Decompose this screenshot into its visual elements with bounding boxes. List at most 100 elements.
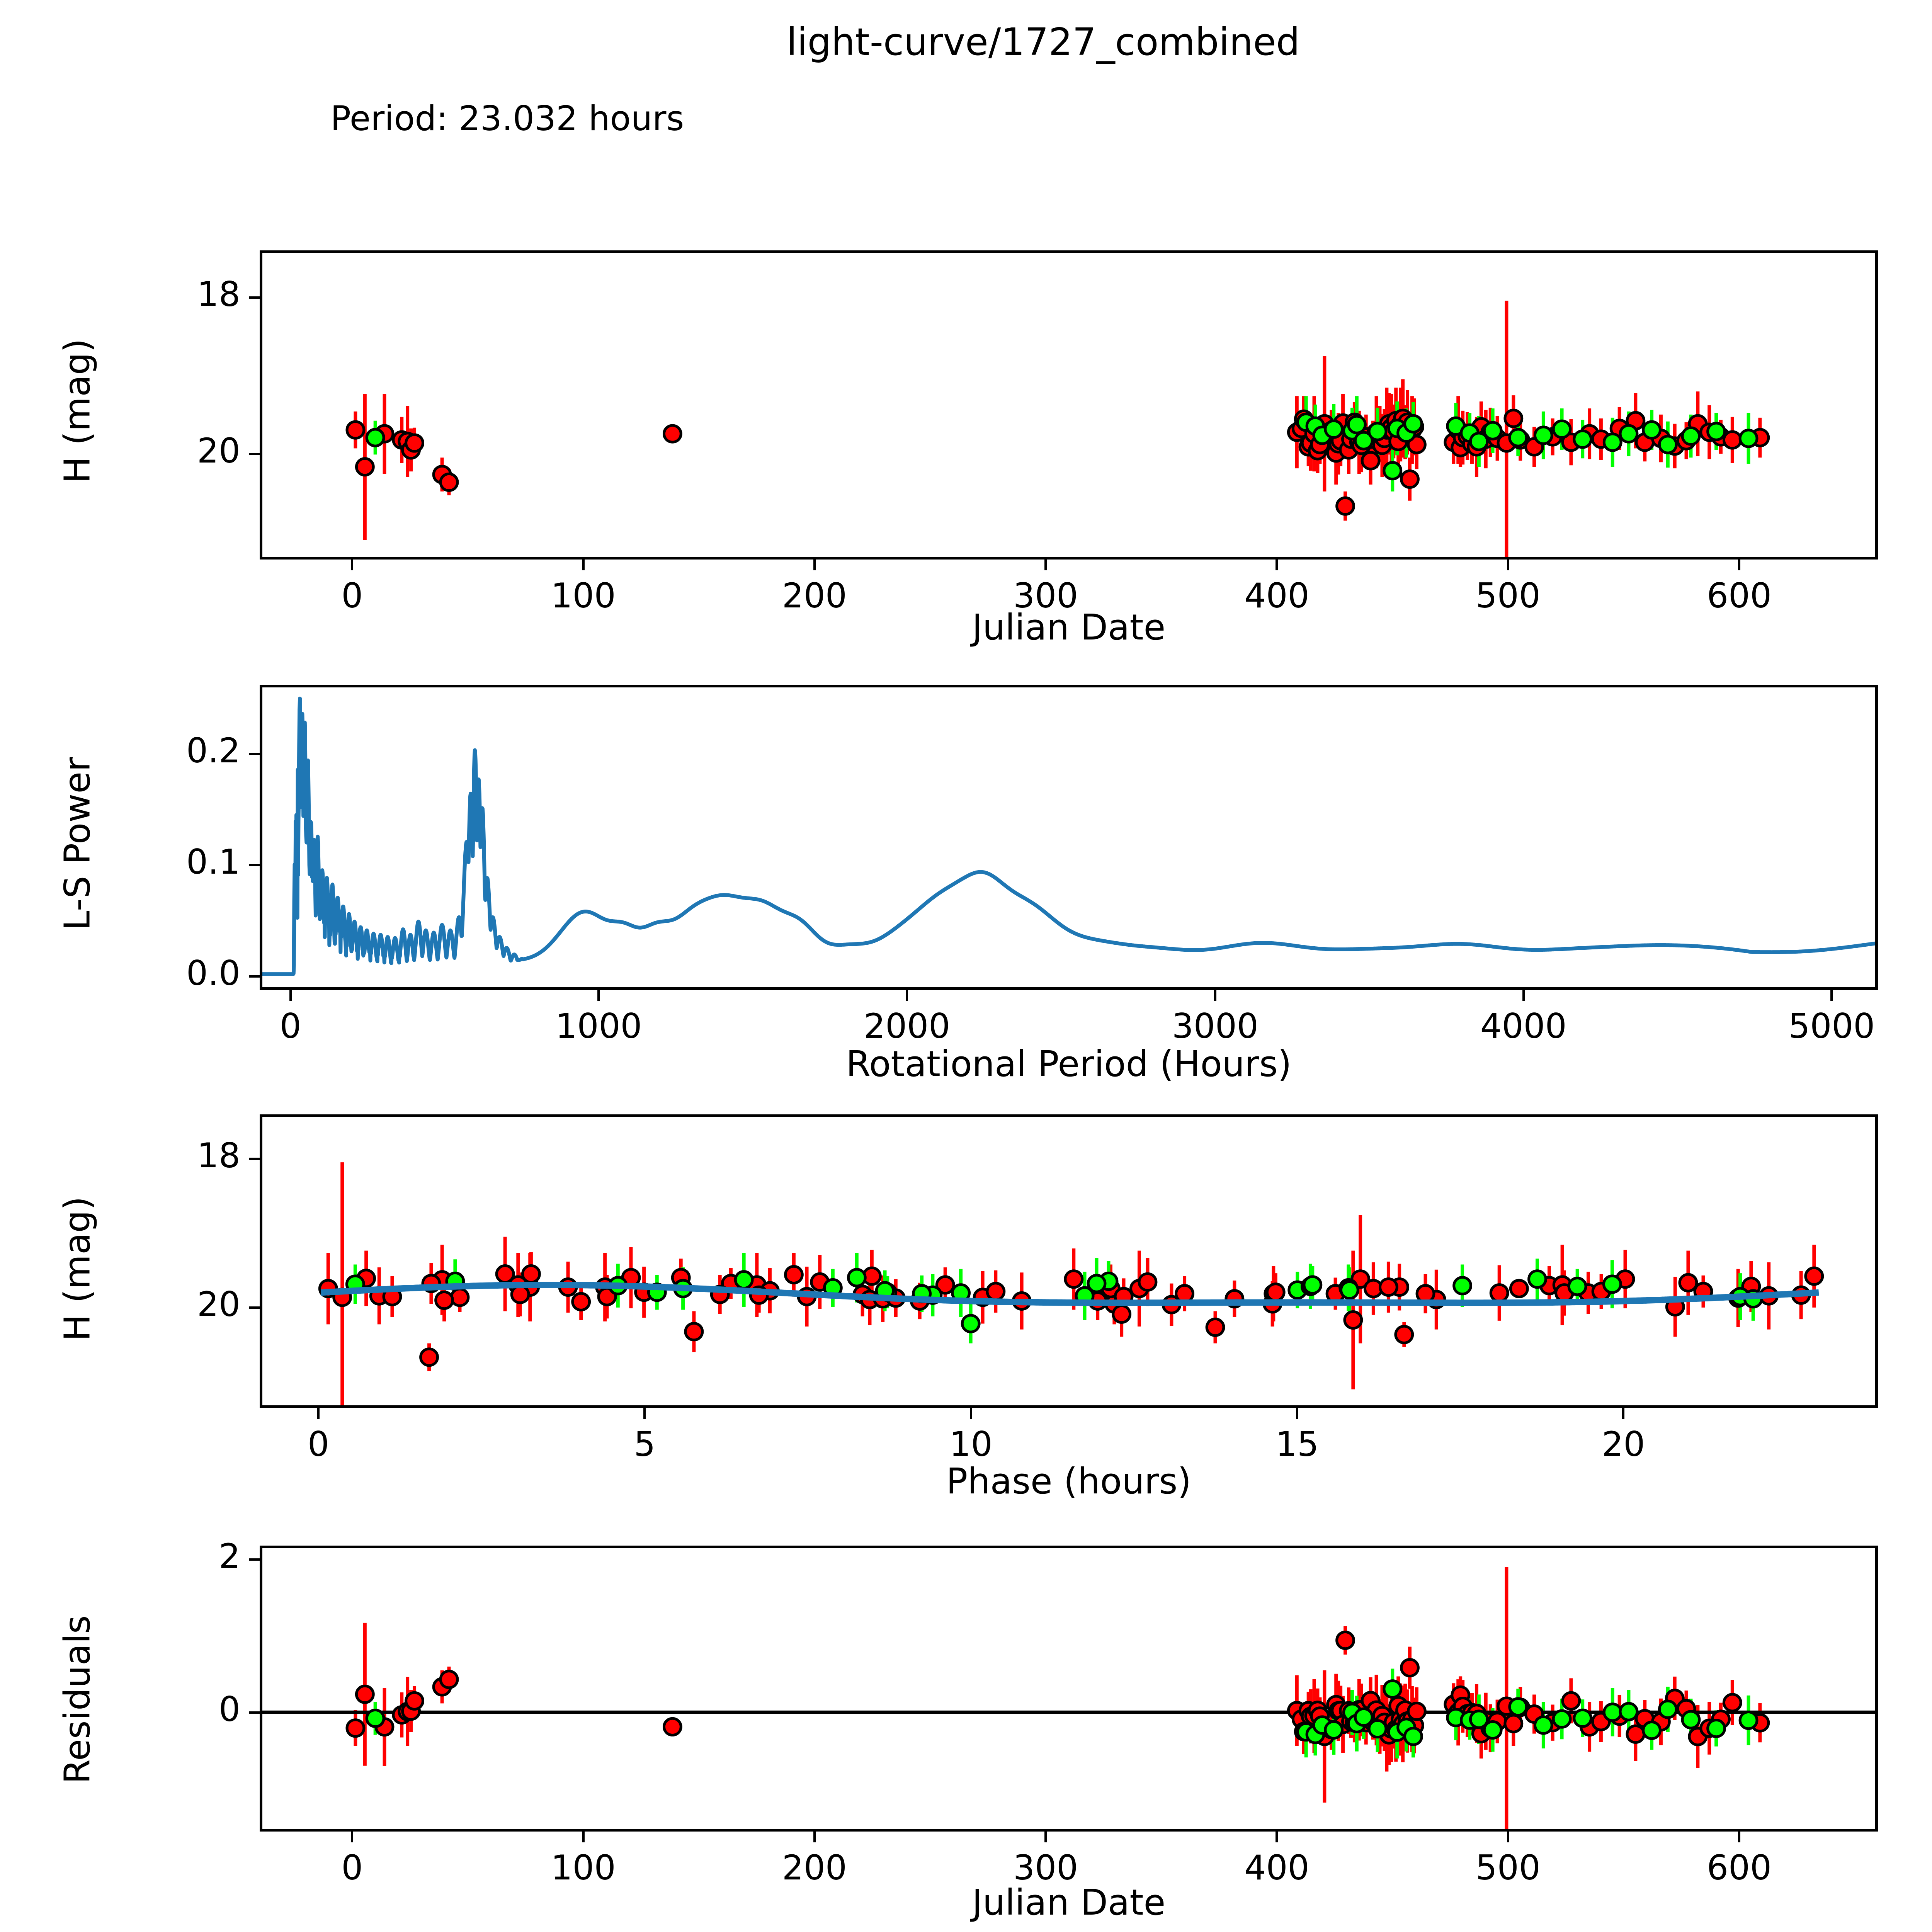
panel1-xtick-mark [1738,560,1741,570]
data-point [1602,1702,1622,1722]
panel2-xtick-mark [1214,990,1216,1001]
data-point [1138,1272,1158,1292]
panel1-xtick-mark [351,560,354,570]
panel4-xtick-mark [813,1832,816,1842]
panel4-data-layer [262,1567,1875,1829]
data-point [1354,1707,1374,1727]
data-point [1064,1269,1084,1289]
panel4-ytick-mark [249,1711,260,1714]
data-point [1508,1697,1528,1717]
data-point [571,1292,591,1311]
data-point [1567,1277,1587,1296]
panel2-ytick-mark [249,864,260,867]
data-point [1626,1724,1646,1744]
panel2-ytick-label: 0.0 [186,953,240,993]
data-point [1678,1273,1698,1293]
data-point [1361,451,1381,471]
panel1-xtick-label: 0 [341,576,363,616]
panel3-ytick-label: 20 [197,1284,240,1325]
panel1-ytick-label: 18 [197,274,240,314]
data-point [1383,1679,1403,1699]
panel1-ytick-mark [249,296,260,299]
data-point [1403,1726,1423,1746]
data-point [419,1347,439,1367]
data-point [1804,1266,1824,1286]
figure-subtitle: Period: 23.032 hours [330,99,684,138]
panel-phase-folded [260,1114,1878,1408]
data-point [439,1670,459,1689]
panel4-ytick-mark [249,1558,260,1561]
data-point [1400,469,1420,489]
panel2-xtick-mark [289,990,292,1001]
data-point [784,1265,804,1284]
panel3-ytick-label: 18 [197,1136,240,1176]
panel2-xtick-label: 5000 [1788,1006,1875,1046]
data-point [1706,422,1726,441]
panel1-xtick-mark [1276,560,1278,570]
data-point [1533,1715,1553,1735]
data-point [405,1691,424,1711]
data-point [1469,1709,1489,1729]
panel1-xtick-label: 400 [1244,576,1310,616]
panel2-xtick-label: 1000 [555,1006,642,1046]
data-point [355,1684,375,1704]
data-point [1400,1658,1420,1678]
data-point [1642,1721,1662,1740]
panel4-xtick-label: 100 [551,1848,616,1888]
data-point [365,428,385,447]
panel2-xtick-label: 2000 [864,1006,951,1046]
data-point [1573,429,1593,449]
panel3-ytick-mark [249,1158,260,1160]
panel1-x-axis-label: Julian Date [972,607,1166,648]
panel1-xtick-label: 200 [782,576,847,616]
panel-light-curve [260,250,1878,560]
panel2-xtick-label: 3000 [1172,1006,1259,1046]
panel3-xtick-mark [643,1408,646,1419]
panel2-xtick-mark [1522,990,1525,1001]
panel4-xtick-label: 300 [1013,1848,1078,1888]
data-point [1347,415,1367,434]
panel1-xtick-mark [1044,560,1047,570]
data-point [1503,1714,1524,1733]
panel3-y-axis-label: H (mag) [56,1196,98,1341]
panel2-x-axis-label: Rotational Period (Hours) [846,1043,1292,1085]
data-point [1394,1325,1414,1344]
panel2-xtick-mark [1830,990,1833,1001]
figure-title: light-curve/1727_combined [786,20,1300,64]
panel-residuals [260,1546,1878,1832]
data-point [1722,430,1742,450]
data-point [1658,1699,1678,1719]
panel3-xtick-label: 15 [1276,1424,1319,1464]
panel3-ytick-mark [249,1306,260,1309]
data-point [1324,419,1344,439]
data-point [986,1282,1006,1301]
panel4-ytick-label: 2 [219,1536,240,1576]
data-point [1383,461,1403,481]
panel2-xtick-mark [597,990,600,1001]
data-point [1452,1276,1473,1296]
data-point [1619,1702,1639,1721]
data-point [1533,425,1553,445]
panel4-xtick-mark [1738,1832,1741,1842]
data-point [1354,431,1374,451]
panel-periodogram [260,685,1878,990]
panel1-ytick-mark [249,452,260,455]
data-point [450,1287,470,1307]
panel3-xtick-mark [1296,1408,1299,1419]
data-point [1706,1719,1726,1738]
data-point [405,433,424,453]
data-point [1552,419,1572,439]
data-point [1738,1711,1759,1730]
panel4-ytick-label: 0 [219,1689,240,1730]
data-point [1367,1719,1388,1739]
panel3-xtick-label: 20 [1602,1424,1645,1464]
panel4-xtick-label: 400 [1244,1848,1310,1888]
panel2-ytick-mark [249,752,260,755]
data-point [1561,1691,1581,1711]
data-point [1509,1279,1529,1298]
data-point [1403,414,1423,434]
panel1-xtick-label: 500 [1475,576,1541,616]
data-point [1339,1280,1359,1300]
data-point [1483,421,1503,440]
